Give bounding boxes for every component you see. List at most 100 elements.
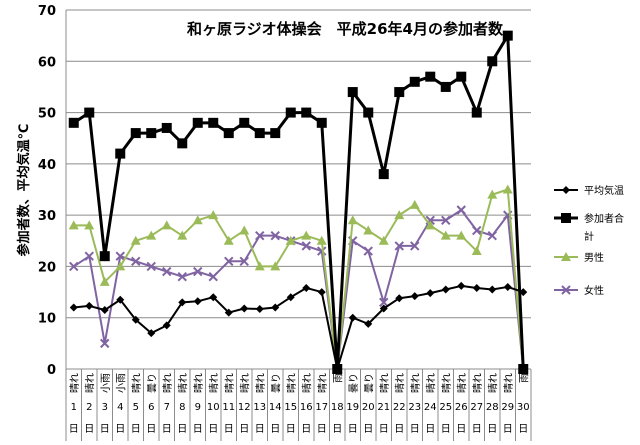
series-2-point (425, 71, 436, 82)
x-tick-day-suffix: 日 (379, 424, 389, 435)
series-1-point (302, 283, 311, 292)
series-3-point (84, 220, 95, 230)
series-3-point (68, 220, 79, 230)
series-3-point (254, 261, 265, 271)
x-tick-label: 8 (179, 402, 185, 413)
x-tick-weather: 晴れ (223, 373, 236, 393)
series-2-point (68, 117, 79, 128)
series-1-point (224, 308, 233, 317)
x-tick-weather: 曇り (363, 373, 375, 393)
series-2-point (99, 251, 110, 262)
legend-item: 男性 (554, 251, 604, 264)
series-1-point (162, 321, 171, 330)
series-2-point (208, 117, 219, 128)
series-4-point (162, 266, 172, 277)
series-1-point (488, 285, 497, 294)
series-1-point (116, 295, 125, 304)
series-1-point (100, 306, 109, 315)
x-tick-day-suffix: 日 (84, 424, 94, 435)
x-tick-day-suffix: 日 (131, 424, 141, 435)
series-4-point-stroke (69, 261, 79, 272)
series-3-point (285, 235, 296, 245)
series-1-point (395, 294, 404, 303)
series-2-point (285, 107, 296, 118)
series-4-point-stroke (441, 215, 451, 225)
x-tick-weather: 晴れ (424, 373, 437, 393)
series-1-point (457, 281, 466, 290)
y-axis-title: 参加者数、平均気温℃ (16, 124, 32, 257)
series-4-point-stroke (487, 230, 497, 241)
series-4-point (301, 241, 311, 251)
x-tick-day-suffix: 日 (193, 424, 203, 435)
x-tick-label: 21 (377, 402, 390, 413)
x-tick-label: 16 (300, 402, 313, 413)
series-3-point (130, 235, 141, 245)
series-3-point (316, 235, 327, 245)
x-tick-day-suffix: 日 (487, 424, 497, 435)
x-tick-day-suffix: 日 (394, 424, 404, 435)
series-4-point (363, 246, 373, 256)
series-4-point (193, 266, 203, 277)
x-tick-label: 30 (517, 402, 530, 413)
x-tick-label: 29 (501, 402, 514, 413)
series-3-point (409, 199, 420, 209)
series-4-point (146, 261, 156, 272)
series-3-point (146, 230, 157, 240)
y-tick-label: 0 (47, 363, 56, 378)
series-2-point (409, 76, 420, 87)
series-1-point (85, 301, 94, 310)
legend-item: 平均気温 (554, 184, 624, 197)
series-4-point-stroke (270, 230, 280, 241)
series-2-point (316, 117, 327, 128)
series-2-point (363, 107, 374, 118)
series-3-point (378, 235, 389, 245)
series-4-point (69, 261, 79, 272)
y-tick-label: 10 (38, 312, 56, 327)
series-3-point (115, 261, 126, 271)
x-tick-label: 11 (222, 402, 235, 413)
y-tick-label: 70 (38, 4, 56, 19)
series-2-point (115, 148, 126, 159)
gridlines (66, 9, 531, 319)
series-1-point (286, 293, 295, 302)
series-4-point (317, 246, 327, 256)
series-4-point-stroke (100, 338, 110, 349)
series-4-point-stroke (115, 251, 125, 261)
y-tick-label: 30 (38, 209, 56, 224)
series-3-point (487, 189, 498, 199)
series-4-point-stroke (301, 241, 311, 251)
series-1-point (317, 288, 326, 297)
x-tick-weather: 晴れ (176, 373, 189, 393)
x-tick-label: 25 (439, 402, 452, 413)
x-tick-label: 15 (284, 402, 297, 413)
x-tick-weather: 晴れ (455, 373, 468, 393)
x-tick-weather: 晴れ (300, 373, 313, 393)
x-tick-weather: 小雨 (115, 373, 127, 393)
x-tick-weather: 晴れ (83, 373, 96, 393)
legend-swatch-point (561, 252, 571, 261)
legend-label: 女性 (584, 284, 604, 297)
axes: 0 10 20 30 40 50 60 70 (38, 4, 532, 441)
x-tick-day-suffix: 日 (208, 424, 218, 435)
series-4-point-stroke (410, 241, 420, 251)
series-1-point (209, 293, 218, 302)
series-4-point-stroke (363, 246, 373, 256)
chart-title: 和ヶ原ラジオ体操会 平成26年4月の参加者数 (187, 20, 504, 38)
x-tick-weather: 晴れ (471, 373, 484, 393)
x-tick-day-suffix: 日 (146, 424, 156, 435)
series-3 (68, 184, 529, 373)
legend-item: 参加者合計 (554, 212, 624, 243)
x-tick-label: 2 (86, 402, 92, 413)
x-tick-label: 3 (102, 402, 108, 413)
x-tick-label: 6 (148, 402, 154, 413)
series-4-point (255, 230, 265, 241)
x-tick-label: 17 (315, 402, 328, 413)
x-tick-day-suffix: 日 (69, 424, 79, 435)
series-2-point (502, 30, 513, 41)
series-1-point (426, 289, 435, 298)
x-tick-day-suffix: 日 (177, 424, 187, 435)
series-2-point (239, 117, 250, 128)
